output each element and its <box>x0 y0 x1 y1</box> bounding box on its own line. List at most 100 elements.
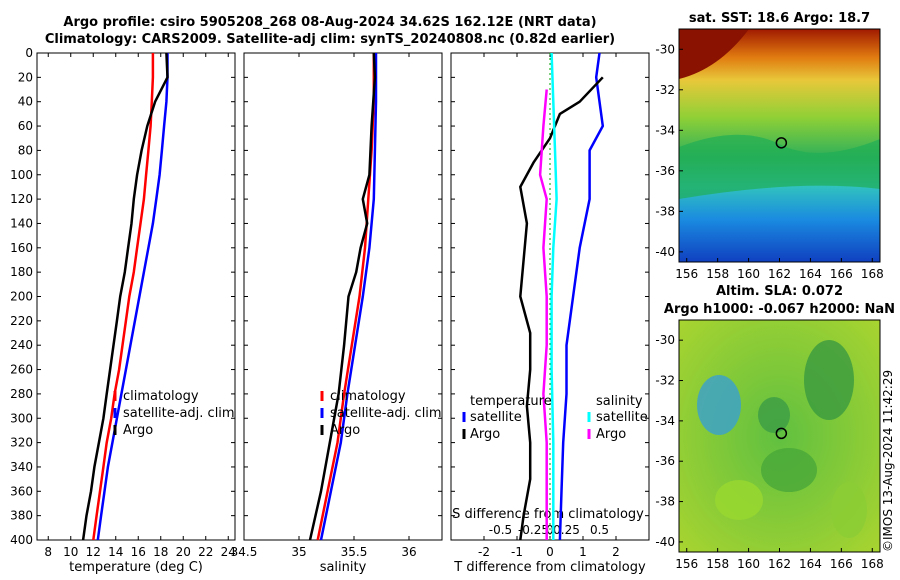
sst_map-xtick-label: 162 <box>768 267 791 281</box>
sst_map-xtick-label: 158 <box>706 267 729 281</box>
sla-eddy <box>831 482 867 538</box>
sla-eddy <box>758 397 790 433</box>
sst_map-ytick-label: -40 <box>655 245 675 259</box>
difference-x2tick-label: 0.25 <box>553 523 580 537</box>
sst-green-band <box>679 134 880 199</box>
salinity-xtick-label: 35.5 <box>341 545 368 559</box>
sla_map-xtick-label: 162 <box>768 557 791 571</box>
temperature-axes-box <box>36 52 236 541</box>
difference-legend-label-t: Argo <box>470 427 500 442</box>
depth-tick-label: 120 <box>10 192 33 206</box>
temperature-xtick-label: 18 <box>153 545 168 559</box>
difference-legend-label-s: Argo <box>596 427 626 442</box>
temperature-xtick-label: 20 <box>176 545 191 559</box>
depth-tick-label: 140 <box>10 216 33 230</box>
difference-xtick-label: 2 <box>612 545 620 559</box>
difference-xtick-label: -1 <box>511 545 523 559</box>
difference-xtick-label: 1 <box>579 545 587 559</box>
salinity-axes-box <box>243 52 443 541</box>
difference-x2label: S difference from climatology <box>452 507 644 522</box>
sla-eddy <box>697 375 741 435</box>
depth-tick-label: 0 <box>25 46 33 60</box>
sla-eddy <box>715 480 763 520</box>
difference-series-t-satellite <box>558 52 605 541</box>
difference-legend-title-salinity: salinity <box>596 394 643 409</box>
title-line-2: Climatology: CARS2009. Satellite-adj cli… <box>44 32 616 47</box>
sst_map-ytick-label: -38 <box>655 204 675 218</box>
salinity-xtick-label: 36 <box>401 545 416 559</box>
sst_map-xtick-label: 156 <box>675 267 698 281</box>
sla_map-xtick-label: 158 <box>706 557 729 571</box>
salinity-xtick-label: 34.5 <box>231 545 258 559</box>
sla_map-xtick-label: 160 <box>737 557 760 571</box>
sla_map-argo-marker <box>775 427 788 440</box>
temperature-xtick-label: 8 <box>44 545 52 559</box>
sla_map-xtick-label: 166 <box>830 557 853 571</box>
depth-tick-label: 60 <box>18 119 33 133</box>
depth-tick-label: 400 <box>10 533 33 547</box>
sst_map-argo-marker <box>775 137 788 149</box>
temperature-xlabel: temperature (deg C) <box>69 560 203 575</box>
salinity-legend-label: Argo <box>330 423 360 438</box>
temperature-series-argo <box>81 52 169 541</box>
sla-map-title-1: Altim. SLA: 0.072 <box>716 284 843 299</box>
difference-xlabel: T difference from climatology <box>453 560 646 575</box>
sla-eddy <box>804 340 854 420</box>
depth-tick-label: 280 <box>10 387 33 401</box>
difference-axes-box <box>450 52 650 541</box>
temperature-series-climatology <box>92 53 155 541</box>
sst_map-ytick-label: -32 <box>655 83 675 97</box>
difference-xtick-label: 0 <box>546 545 554 559</box>
depth-tick-label: 380 <box>10 509 33 523</box>
depth-tick-label: 40 <box>18 95 33 109</box>
difference-series-s-argo <box>538 89 548 540</box>
sla_map-ytick-label: -30 <box>655 333 675 347</box>
sst_map-xtick-label: 164 <box>799 267 822 281</box>
temperature-legend-label: Argo <box>123 423 153 438</box>
sst_map-ytick-label: -30 <box>655 42 675 56</box>
temperature-xtick-label: 22 <box>198 545 213 559</box>
sst_map-xtick-label: 168 <box>861 267 884 281</box>
depth-tick-label: 80 <box>18 143 33 157</box>
sst_map-ytick-label: -36 <box>655 164 675 178</box>
sla_map-ytick-label: -34 <box>655 414 675 428</box>
difference-x2tick-label: -0.5 <box>489 523 512 537</box>
sst_map-xtick-label: 160 <box>737 267 760 281</box>
sst-warm-core <box>679 29 749 79</box>
sla_map-ytick-label: -36 <box>655 454 675 468</box>
temperature-legend-label: climatology <box>123 389 199 404</box>
difference-series-s-satellite <box>550 52 558 540</box>
difference-legend-label-s: satellite <box>596 410 648 425</box>
sla_map-xtick-label: 168 <box>861 557 884 571</box>
difference-xtick-label: -2 <box>478 545 490 559</box>
depth-tick-label: 340 <box>10 460 33 474</box>
sla_map-ytick-label: -32 <box>655 374 675 388</box>
salinity-xtick-label: 35 <box>291 545 306 559</box>
temperature-series-satellite-adj-clim <box>96 53 169 541</box>
sla-eddy <box>761 448 817 492</box>
depth-tick-label: 360 <box>10 484 33 498</box>
difference-legend-title-temperature: temperature <box>470 394 552 409</box>
temperature-xtick-label: 10 <box>63 545 78 559</box>
depth-tick-label: 320 <box>10 436 33 450</box>
title-line-1: Argo profile: csiro 5905208_268 08-Aug-2… <box>63 15 597 30</box>
sst_map-xtick-label: 166 <box>830 267 853 281</box>
depth-tick-label: 180 <box>10 265 33 279</box>
difference-legend-label-t: satellite <box>470 410 522 425</box>
sla-map-title-2: Argo h1000: -0.067 h2000: NaN <box>664 302 895 317</box>
depth-tick-label: 260 <box>10 363 33 377</box>
temperature-xtick-label: 16 <box>131 545 146 559</box>
sla_map-xtick-label: 156 <box>675 557 698 571</box>
sst_map-ytick-label: -34 <box>655 123 675 137</box>
sla_map-ytick-label: -40 <box>655 535 675 549</box>
sla_map-ytick-label: -38 <box>655 495 675 509</box>
temperature-xtick-label: 24 <box>221 545 236 559</box>
depth-tick-label: 240 <box>10 338 33 352</box>
salinity-legend-label: climatology <box>330 389 406 404</box>
depth-tick-label: 100 <box>10 168 33 182</box>
difference-x2tick-label: 0.5 <box>590 523 609 537</box>
temperature-xtick-label: 12 <box>86 545 101 559</box>
temperature-xtick-label: 14 <box>108 545 123 559</box>
sst-map-title: sat. SST: 18.6 Argo: 18.7 <box>689 11 870 26</box>
